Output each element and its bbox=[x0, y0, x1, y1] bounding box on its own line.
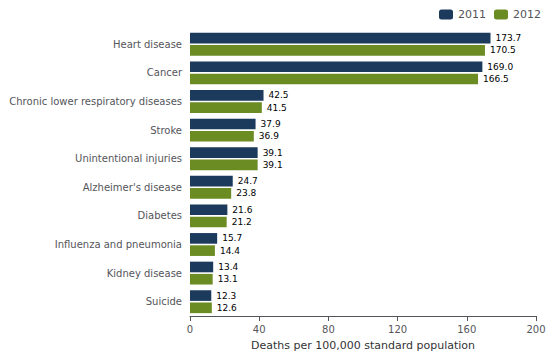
svg-text:0: 0 bbox=[187, 324, 193, 335]
svg-text:Influenza and pneumonia: Influenza and pneumonia bbox=[55, 239, 182, 250]
svg-text:173.7: 173.7 bbox=[496, 33, 522, 43]
svg-text:80: 80 bbox=[322, 324, 335, 335]
svg-text:Deaths per 100,000 standard po: Deaths per 100,000 standard population bbox=[251, 339, 475, 352]
svg-text:23.8: 23.8 bbox=[236, 188, 256, 198]
svg-text:39.1: 39.1 bbox=[263, 160, 283, 170]
svg-text:36.9: 36.9 bbox=[259, 131, 279, 141]
svg-text:Diabetes: Diabetes bbox=[138, 210, 182, 221]
svg-text:37.9: 37.9 bbox=[261, 119, 281, 129]
svg-text:Suicide: Suicide bbox=[146, 296, 182, 307]
svg-text:13.4: 13.4 bbox=[218, 262, 238, 272]
svg-text:39.1: 39.1 bbox=[263, 148, 283, 158]
svg-text:14.4: 14.4 bbox=[220, 246, 240, 256]
svg-text:Alzheimer's disease: Alzheimer's disease bbox=[83, 182, 182, 193]
svg-text:40: 40 bbox=[253, 324, 266, 335]
svg-text:Heart disease: Heart disease bbox=[113, 39, 182, 50]
svg-text:2012: 2012 bbox=[513, 8, 541, 21]
svg-text:Cancer: Cancer bbox=[147, 67, 183, 78]
svg-text:15.7: 15.7 bbox=[222, 233, 242, 243]
svg-text:Chronic lower respiratory dise: Chronic lower respiratory diseases bbox=[9, 96, 182, 107]
svg-text:170.5: 170.5 bbox=[490, 45, 516, 55]
svg-text:169.0: 169.0 bbox=[487, 62, 513, 72]
svg-text:41.5: 41.5 bbox=[267, 103, 287, 113]
svg-text:Unintentional injuries: Unintentional injuries bbox=[75, 153, 182, 164]
svg-text:200: 200 bbox=[526, 324, 545, 335]
svg-text:Stroke: Stroke bbox=[150, 125, 182, 136]
svg-text:12.6: 12.6 bbox=[217, 303, 237, 313]
svg-text:2011: 2011 bbox=[458, 8, 486, 21]
svg-text:Kidney disease: Kidney disease bbox=[107, 268, 182, 279]
svg-text:166.5: 166.5 bbox=[483, 74, 509, 84]
svg-text:120: 120 bbox=[388, 324, 407, 335]
svg-text:13.1: 13.1 bbox=[218, 274, 238, 284]
svg-text:21.6: 21.6 bbox=[232, 205, 252, 215]
svg-text:24.7: 24.7 bbox=[238, 176, 258, 186]
svg-text:12.3: 12.3 bbox=[216, 291, 236, 301]
svg-text:42.5: 42.5 bbox=[269, 90, 289, 100]
svg-text:21.2: 21.2 bbox=[232, 217, 252, 227]
svg-text:160: 160 bbox=[457, 324, 476, 335]
